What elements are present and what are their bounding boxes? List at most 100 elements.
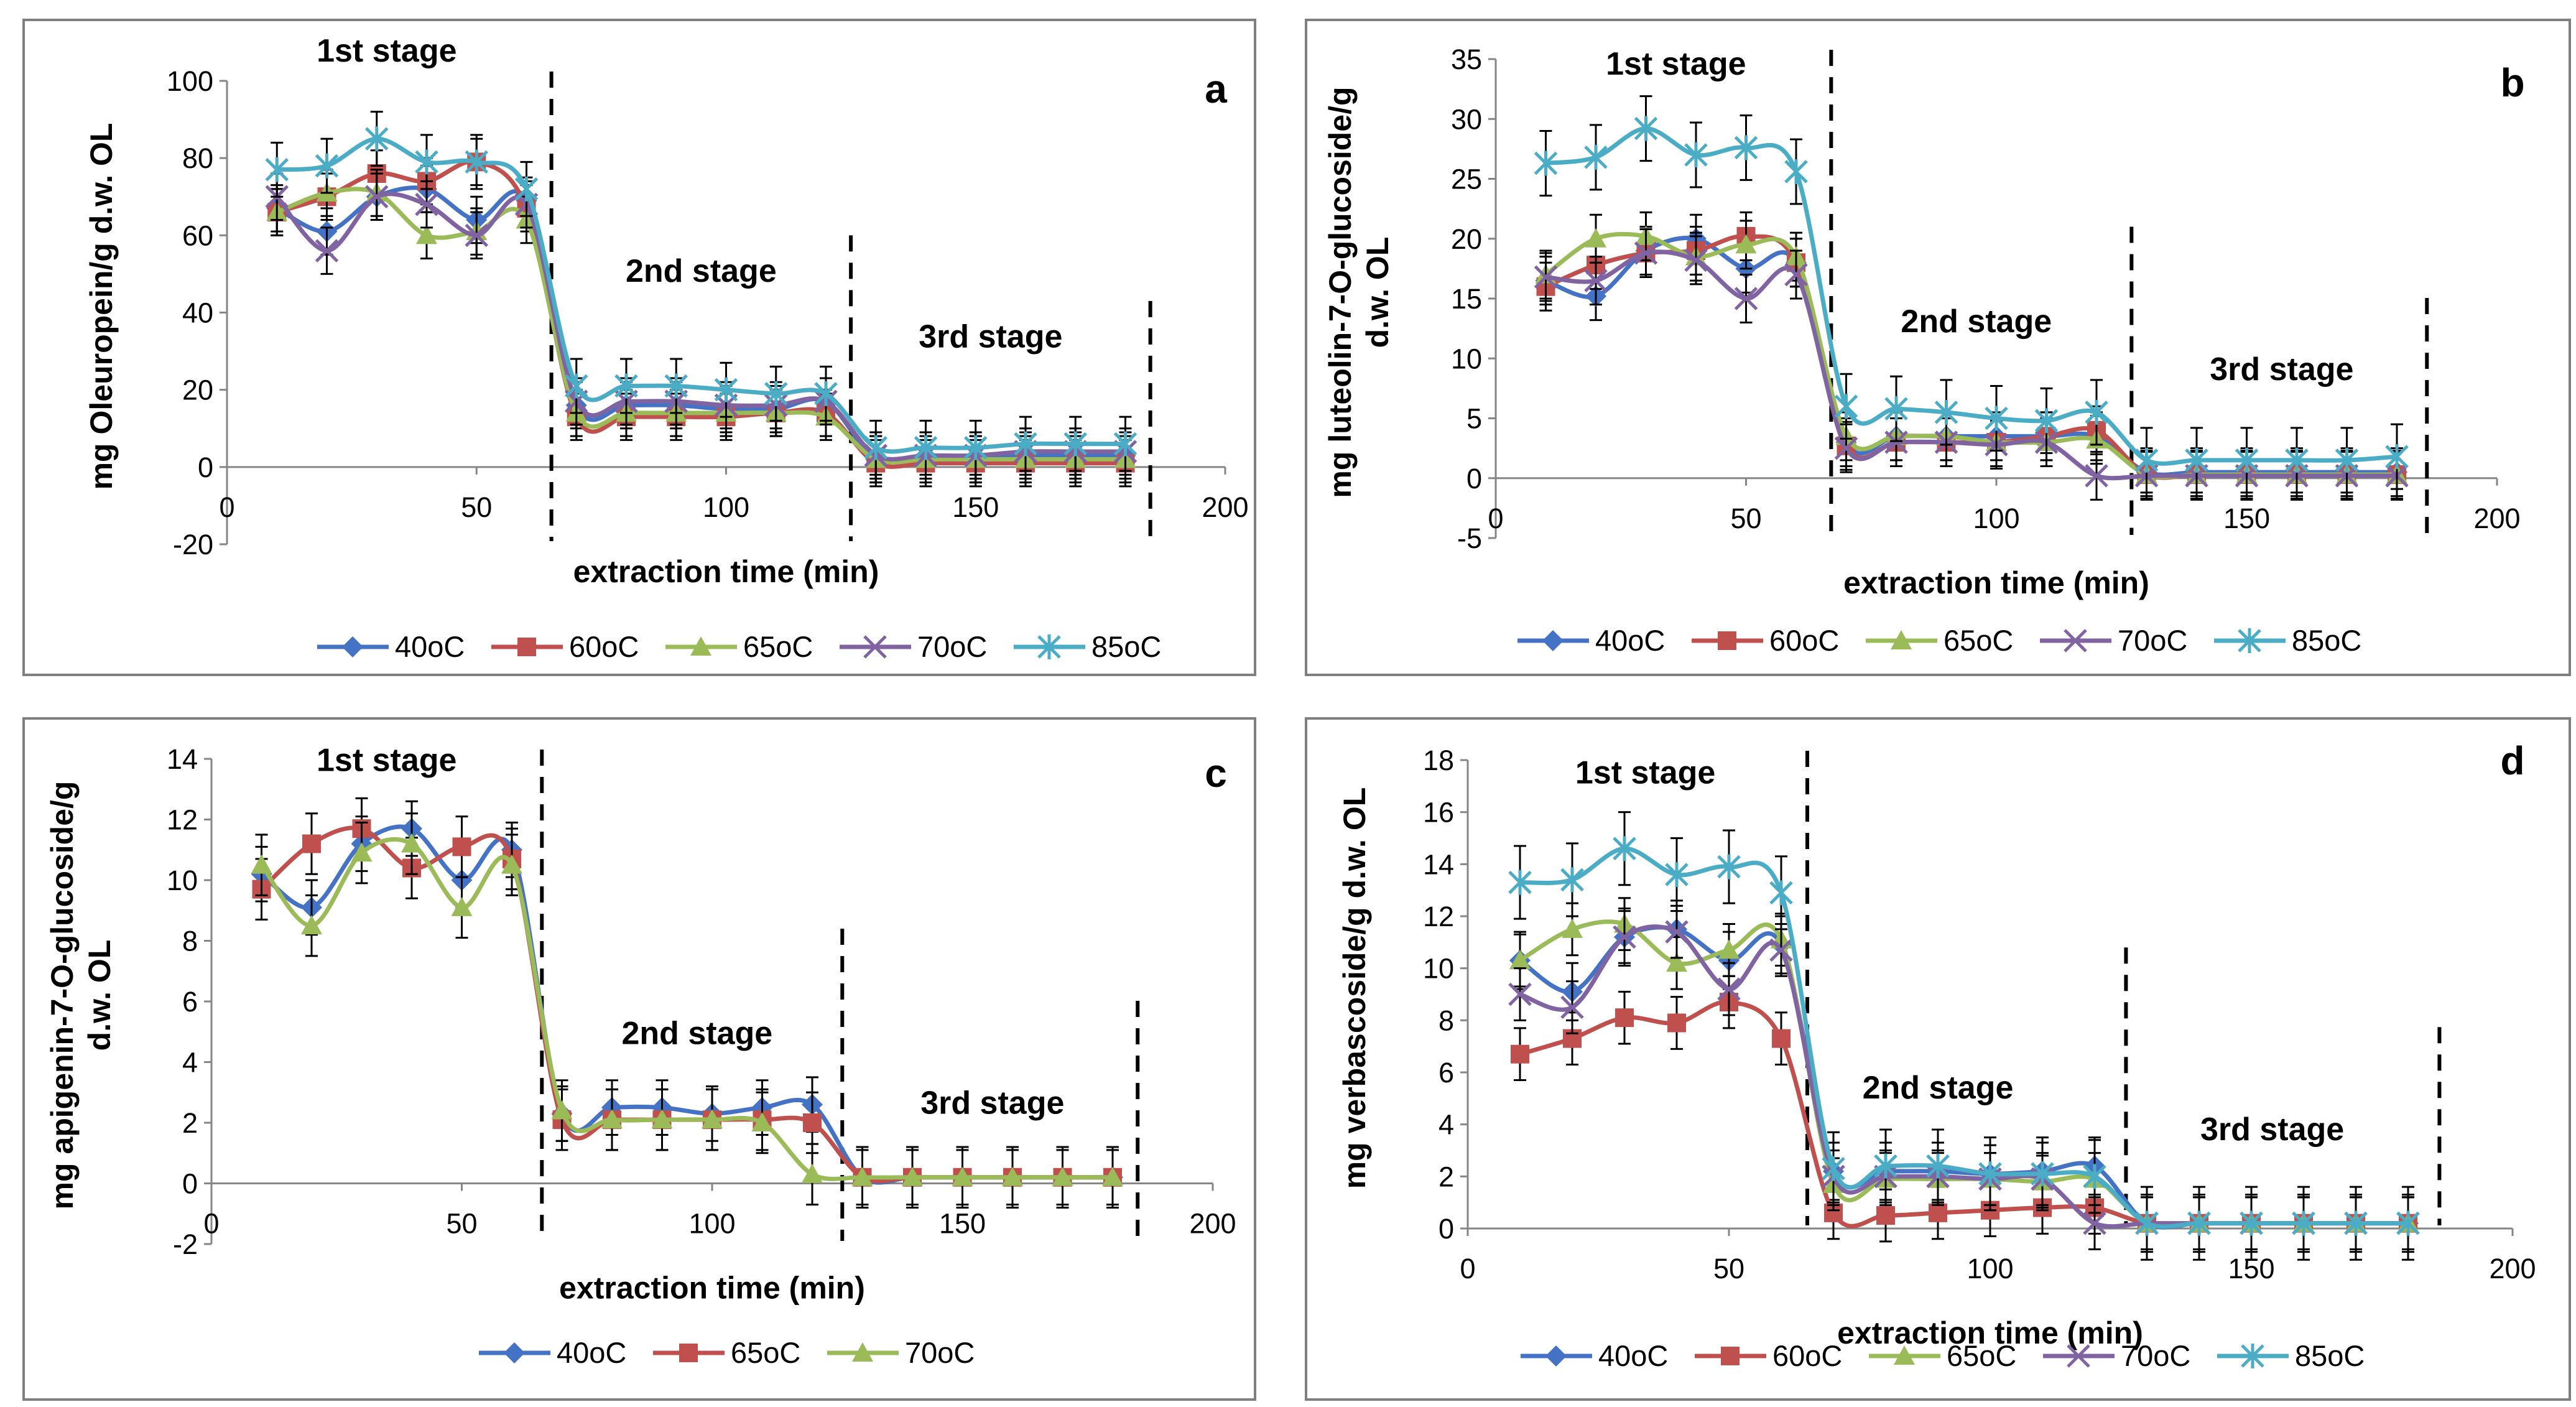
data-point-marker	[1534, 151, 1558, 176]
data-point-marker	[2292, 1210, 2315, 1236]
y-tick-label: 14	[1423, 848, 1454, 880]
data-point-marker	[2031, 1161, 2054, 1187]
data-point-marker	[2235, 447, 2259, 473]
y-tick-label: 10	[167, 865, 198, 896]
data-point-marker	[714, 377, 738, 402]
data-point-marker	[315, 239, 339, 262]
stage-label: 2nd stage	[1901, 304, 2052, 340]
y-tick-label: 6	[1439, 1057, 1454, 1089]
legend-item-70oC: 70oC	[2043, 1339, 2190, 1372]
data-point-marker	[1113, 431, 1137, 457]
data-point-marker	[1508, 870, 1532, 895]
data-point-marker	[2240, 1210, 2263, 1236]
data-point-marker	[2135, 1210, 2159, 1236]
panel-frame	[1305, 19, 2571, 676]
x-tick-label: 100	[688, 1208, 735, 1240]
legend-item-85oC: 85oC	[1014, 630, 1161, 663]
data-point-marker	[1584, 144, 1608, 170]
legend-item-40oC: 40oC	[1521, 1339, 1668, 1372]
data-point-marker	[1735, 234, 1757, 254]
stage-label: 3rd stage	[2210, 351, 2353, 388]
data-point-marker	[952, 1166, 973, 1186]
legend-swatch-marker	[1721, 1347, 1740, 1365]
x-axis-title: extraction time (min)	[573, 554, 879, 589]
stage-label: 1st stage	[317, 33, 456, 69]
data-point-marker	[1784, 262, 1808, 287]
data-point-marker	[963, 435, 988, 460]
y-tick-label: 30	[1451, 103, 1482, 135]
x-tick-label: 0	[1488, 503, 1503, 534]
data-point-marker	[1934, 399, 1958, 425]
data-point-marker	[851, 1166, 873, 1186]
x-axis-title: extraction time (min)	[1843, 565, 2149, 600]
data-point-marker	[2335, 447, 2359, 473]
x-tick-label: 100	[1967, 1253, 2013, 1284]
panel-frame	[22, 717, 1256, 1401]
data-point-marker	[1667, 1013, 1686, 1033]
data-point-marker	[1508, 982, 1532, 1006]
y-tick-label: 35	[1451, 44, 1482, 75]
x-tick-label: 100	[703, 491, 749, 523]
data-point-marker	[1822, 1156, 1845, 1181]
data-point-marker	[601, 1109, 623, 1129]
data-point-marker	[2085, 464, 2108, 488]
legend-label: 60oC	[569, 630, 639, 663]
stage-label: 1st stage	[1575, 755, 1715, 791]
data-point-marker	[751, 1112, 773, 1131]
legend: 40oC 60oC 65oC 70oC 85oC	[1517, 624, 2361, 657]
data-point-marker	[2185, 447, 2208, 473]
legend-item-40oC: 40oC	[479, 1336, 626, 1369]
panel-letter: a	[1205, 67, 1227, 111]
y-tick-label: 80	[182, 142, 213, 174]
y-tick-label: -20	[173, 529, 213, 560]
y-tick-label: 10	[1423, 953, 1454, 985]
legend-label: 85oC	[2292, 624, 2361, 657]
legend: 40oC 60oC 65oC 70oC 85oC	[1521, 1339, 2365, 1372]
series-85oC	[1508, 811, 2420, 1261]
data-point-marker	[251, 854, 272, 874]
y-tick-label: 0	[182, 1168, 198, 1200]
data-point-marker	[416, 225, 437, 244]
data-point-marker	[1562, 918, 1583, 938]
legend-item-65oC: 65oC	[665, 630, 813, 663]
data-point-marker	[1584, 269, 1608, 292]
y-tick-label: 25	[1451, 164, 1482, 195]
legend-label: 70oC	[917, 630, 987, 663]
stage-label: 3rd stage	[2200, 1112, 2344, 1148]
y-tick-label: 10	[1451, 343, 1482, 374]
data-point-marker	[914, 435, 938, 460]
data-point-marker	[1102, 1166, 1123, 1186]
legend-swatch-marker	[1542, 630, 1564, 651]
data-point-marker	[2083, 1164, 2106, 1189]
legend-swatch-marker	[1891, 630, 1912, 649]
y-tick-label: 2	[182, 1107, 198, 1139]
data-point-marker	[351, 842, 373, 862]
y-axis-title-line2: d.w. OL	[82, 940, 117, 1051]
data-point-marker	[1876, 1206, 1895, 1225]
y-tick-label: 100	[167, 65, 213, 97]
data-point-marker	[415, 192, 438, 216]
y-tick-label: 8	[182, 926, 198, 957]
y-tick-label: 16	[1423, 797, 1454, 829]
legend-label: 65oC	[1947, 1339, 2016, 1372]
data-point-marker	[1769, 938, 1793, 962]
data-point-marker	[1052, 1166, 1073, 1186]
legend-swatch-marker	[1718, 631, 1736, 650]
data-point-marker	[1585, 228, 1606, 248]
y-tick-label: 20	[1451, 223, 1482, 255]
data-point-marker	[401, 833, 422, 853]
data-point-marker	[1509, 950, 1531, 970]
data-point-marker	[302, 834, 321, 853]
legend-swatch-marker	[2241, 1344, 2264, 1368]
x-tick-label: 0	[219, 491, 234, 523]
stage-label: 1st stage	[1606, 46, 1746, 82]
data-point-marker	[1560, 867, 1584, 893]
x-tick-label: 150	[952, 491, 999, 523]
data-point-marker	[802, 1163, 823, 1183]
y-tick-label: 15	[1451, 283, 1482, 315]
y-axis-title-line1: mg luteolin-7-O-glucoside/g	[1323, 86, 1358, 498]
stage-label: 2nd stage	[1863, 1070, 2014, 1106]
legend-label: 40oC	[1595, 624, 1665, 657]
